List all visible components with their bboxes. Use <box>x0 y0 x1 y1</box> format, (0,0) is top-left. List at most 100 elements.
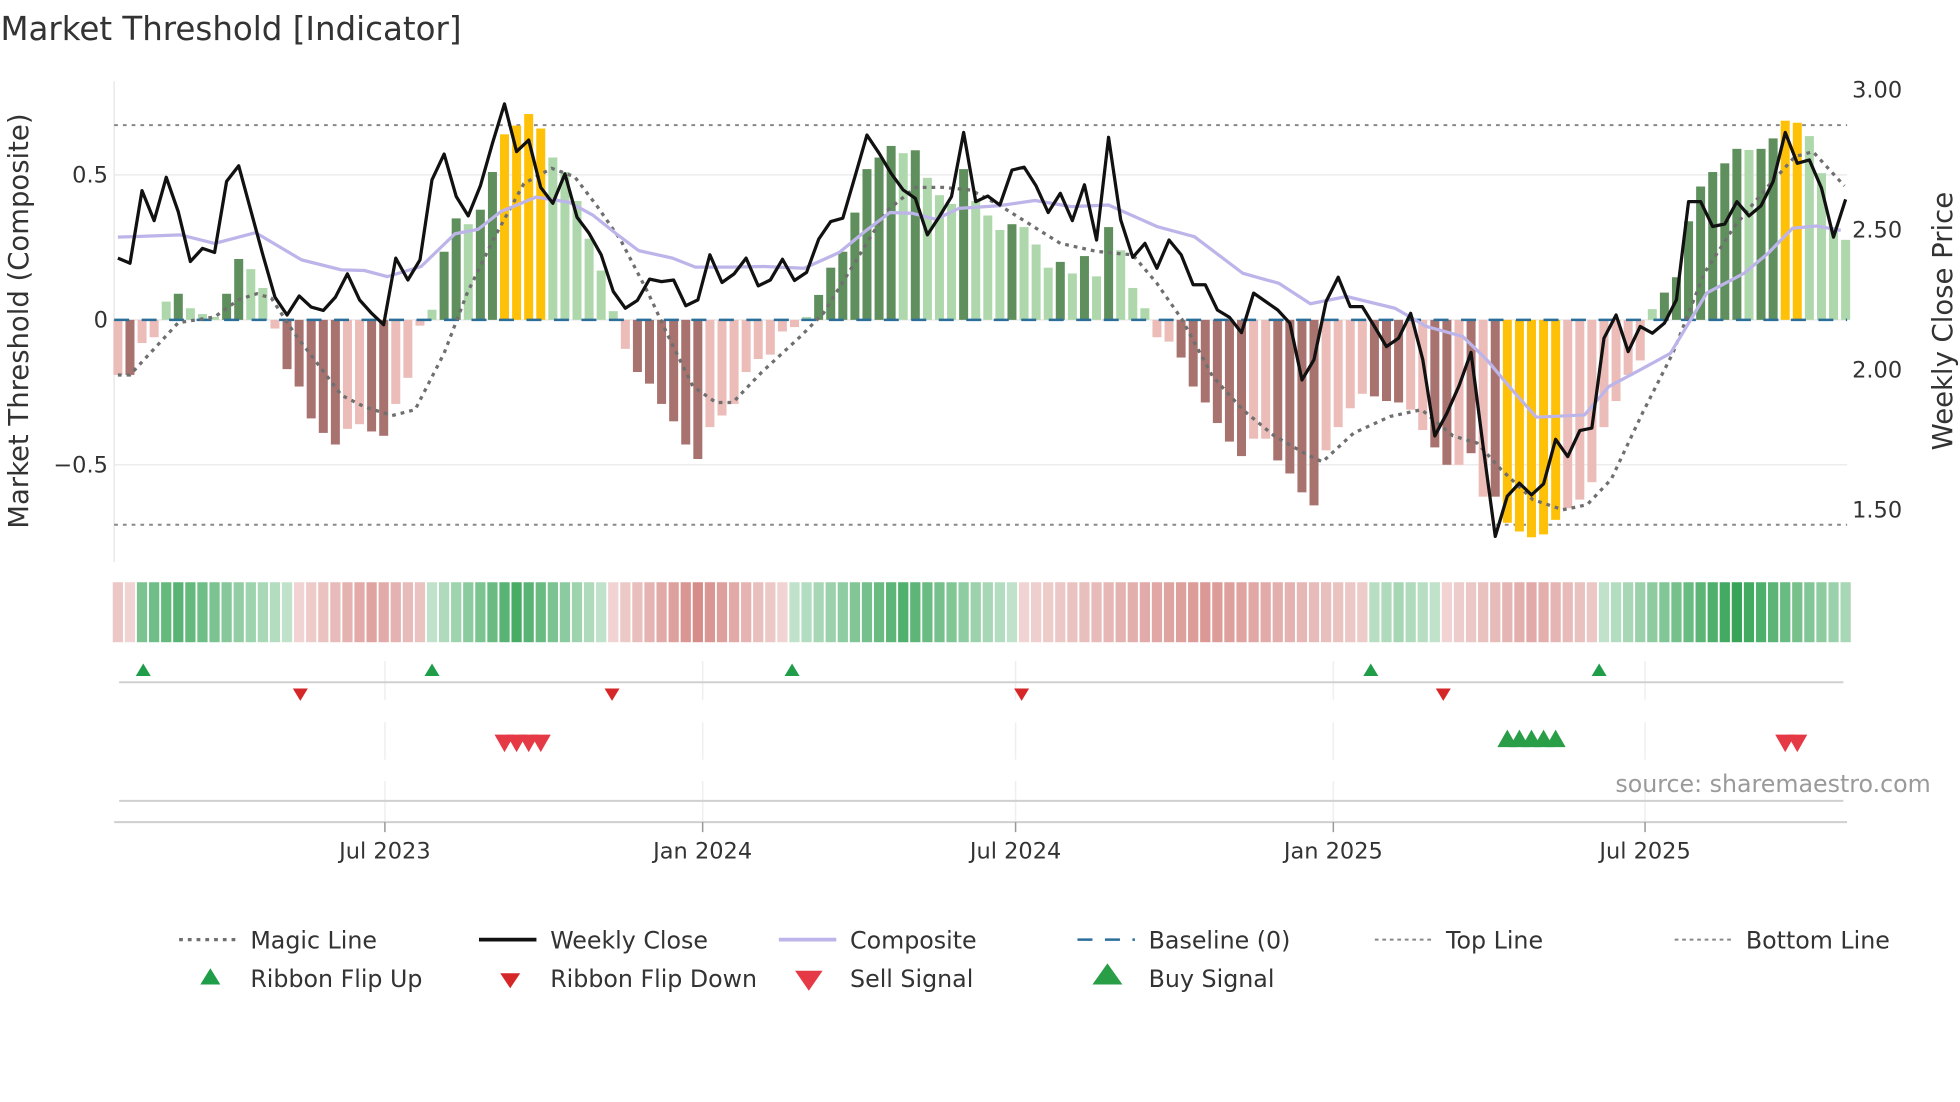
composite-bar <box>560 172 570 320</box>
ribbon-cell <box>1707 582 1718 643</box>
ribbon-cell <box>837 582 848 643</box>
ribbon-cell <box>499 582 510 643</box>
ribbon-cell <box>475 582 486 643</box>
composite-bar <box>1478 319 1488 497</box>
composite-bar <box>959 169 969 320</box>
ribbon-cell <box>451 582 462 643</box>
composite-bar <box>1502 319 1512 523</box>
composite-bar <box>439 251 449 320</box>
ribbon-cell <box>789 582 800 643</box>
composite-bar <box>657 319 667 404</box>
series-lines <box>114 102 1848 539</box>
legend-flip-up-icon <box>200 968 221 985</box>
composite-bar <box>971 201 981 320</box>
ribbon-cell <box>571 582 583 643</box>
composite-bar <box>1732 148 1742 320</box>
composite-bar <box>1321 319 1331 451</box>
ribbon-cell <box>1212 582 1223 643</box>
ribbon-cell <box>1647 582 1658 643</box>
legend: Magic Line Weekly Close Composite Baseline … <box>179 926 1890 993</box>
ribbon-cell <box>849 582 861 643</box>
composite-bar <box>173 293 183 320</box>
composite-bar <box>862 169 872 320</box>
ribbon-cell <box>1671 582 1682 643</box>
composite-bar <box>1309 319 1319 506</box>
ribbon-cell <box>221 582 232 643</box>
ribbon-cell <box>1465 582 1477 643</box>
ribbon-cell <box>753 582 764 643</box>
ribbon-cell <box>1091 582 1102 643</box>
source-credit: source: sharemaestro.com <box>1615 770 1930 798</box>
ribbon-cell <box>910 582 921 643</box>
composite-bar <box>1212 319 1222 424</box>
ribbon-cell <box>1236 582 1247 643</box>
composite-bar <box>608 311 618 320</box>
ribbon-cell <box>680 582 691 643</box>
ribbon-cell <box>1345 582 1356 643</box>
composite-bar <box>1659 292 1669 320</box>
ribbon-flip-down-marker <box>604 688 620 701</box>
ribbon-cell <box>547 582 558 643</box>
ribbon-cell <box>1200 582 1211 643</box>
composite-bar <box>1224 319 1234 442</box>
composite-bar <box>1514 319 1524 532</box>
ribbon-cell <box>1695 582 1706 643</box>
ribbon-cell <box>1731 582 1743 643</box>
composite-bar <box>1007 224 1017 320</box>
ribbon-cell <box>1828 582 1839 643</box>
ribbon-cell <box>149 582 160 643</box>
ribbon-cell <box>1683 582 1694 643</box>
ribbon-flip-up-marker <box>424 663 440 676</box>
composite-bar <box>874 157 884 320</box>
composite-bar <box>282 319 292 370</box>
composite-bar <box>222 293 232 320</box>
composite-bar <box>934 195 944 320</box>
composite-bar <box>1261 319 1271 439</box>
composite-bar <box>1128 287 1138 320</box>
composite-bar <box>1418 319 1428 431</box>
ribbon-cell <box>1248 582 1259 643</box>
composite-bar <box>1333 319 1343 428</box>
ribbon-cell <box>1079 582 1090 643</box>
ribbon-cell <box>124 582 136 643</box>
ribbon-cell <box>1502 582 1513 643</box>
ribbon-cell <box>1550 582 1561 643</box>
ribbon-cell <box>463 582 474 643</box>
composite-bar <box>1756 148 1766 320</box>
ribbon-cell <box>1768 582 1779 643</box>
composite-bars <box>113 114 1851 538</box>
ribbon-cell <box>112 582 124 643</box>
composite-bar <box>294 319 304 387</box>
y-axis-ticks: 0.5 0 −0.5 3.00 2.50 2.00 1.50 <box>53 77 1902 523</box>
ribbon-cell <box>1333 582 1344 643</box>
composite-bar <box>367 319 377 432</box>
ribbon-cell <box>1320 582 1332 643</box>
legend-ribbon-flip-up-label: Ribbon Flip Up <box>250 965 422 993</box>
ribbon-cell <box>233 582 244 643</box>
x-tick-label: Jan 2025 <box>1282 838 1383 864</box>
ribbon-cell <box>293 582 305 643</box>
ribbon-cell <box>692 582 703 643</box>
ribbon-cell <box>644 582 655 643</box>
ribbon-cell <box>1659 582 1670 643</box>
composite-bar <box>113 319 123 375</box>
composite-bar <box>185 308 195 320</box>
ribbon-cell <box>716 582 728 643</box>
ribbon-cell <box>982 582 993 643</box>
composite-bar <box>330 319 340 445</box>
composite-bar <box>838 251 848 320</box>
composite-bar <box>1599 319 1609 428</box>
ribbon-cell <box>1598 582 1610 643</box>
ribbon-cell <box>1441 582 1453 643</box>
ribbon-cell <box>306 582 317 643</box>
composite-bar <box>403 319 413 378</box>
composite-bar <box>632 319 642 373</box>
ribbon-cell <box>873 582 885 643</box>
ribbon-cell <box>209 582 220 643</box>
legend-ribbon-flip-down-label: Ribbon Flip Down <box>550 965 757 993</box>
composite-bar <box>1442 319 1452 465</box>
ribbon-cell <box>1478 582 1489 643</box>
composite-bar <box>415 319 425 326</box>
ribbon-cell <box>970 582 981 643</box>
ribbon-cell <box>281 582 293 643</box>
